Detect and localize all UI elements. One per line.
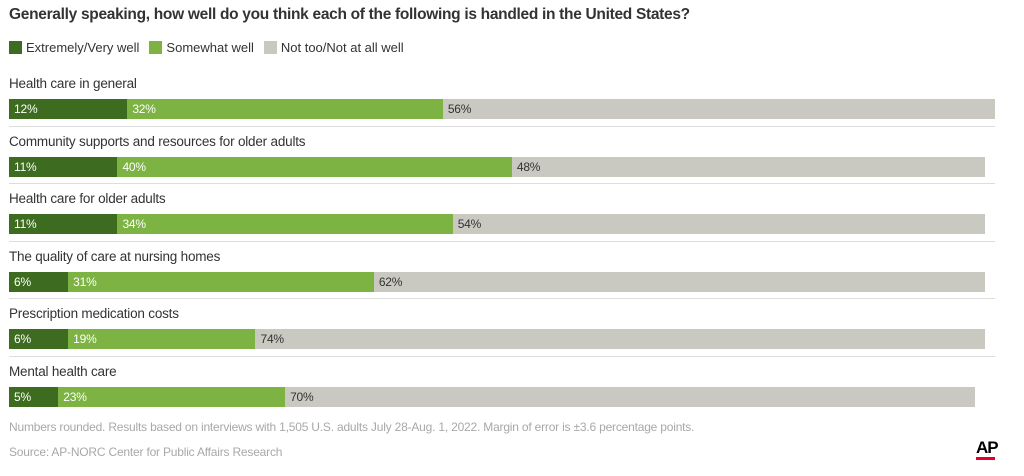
bar-segment: 5% [9, 386, 59, 407]
legend-item: Somewhat well [149, 39, 254, 55]
chart-row: Health care for older adults 11% 34% 54% [9, 183, 995, 240]
stacked-bar: 6% 31% 62% [9, 271, 986, 292]
ap-logo-text: AP [976, 438, 999, 457]
row-divider [9, 355, 995, 357]
bar-segment: 19% [68, 329, 256, 349]
data-label: 62% [378, 274, 403, 289]
row-divider [9, 298, 995, 299]
bar-segment: 32% [127, 99, 443, 119]
bar-segment: 6% [9, 329, 69, 349]
data-label: 23% [63, 389, 87, 404]
row-divider [9, 240, 995, 242]
chart-row: Mental health care 5% 23% 70% [9, 355, 995, 413]
bar-segment: 40% [117, 156, 512, 177]
data-label: 48% [516, 159, 541, 174]
ap-logo-underline [976, 457, 995, 460]
legend: Extremely/Very well Somewhat well Not too/… [9, 39, 414, 55]
chart-row: Prescription medication costs 6% 19% 74% [9, 298, 995, 355]
category-label: The quality of care at nursing homes [9, 248, 221, 264]
data-label: 6% [14, 332, 31, 346]
legend-swatch [9, 40, 22, 54]
category-label: Community supports and resources for old… [9, 133, 306, 149]
legend-item: Extremely/Very well [9, 40, 139, 55]
row-divider [9, 125, 995, 127]
footnote: Numbers rounded. Results based on interv… [9, 420, 695, 434]
bar-segment: 6% [9, 271, 69, 292]
bar-segment: 23% [58, 386, 286, 407]
bar-segment: 56% [442, 99, 995, 119]
category-label: Health care in general [9, 76, 137, 91]
bar-segment: 48% [511, 156, 986, 177]
category-label: Health care for older adults [9, 191, 166, 206]
data-label: 19% [73, 332, 97, 346]
bar-segment: 62% [373, 271, 986, 292]
stacked-bar: 5% 23% 70% [9, 386, 976, 407]
legend-label: Not too/Not at all well [280, 39, 404, 55]
chart-row: Health care in general 12% 32% 56% [9, 68, 995, 125]
stacked-bar: 11% 40% 48% [9, 156, 986, 177]
stacked-bar: 6% 19% 74% [9, 329, 986, 349]
data-label: 32% [132, 102, 156, 116]
category-label: Prescription medication costs [9, 306, 179, 321]
data-label: 11% [14, 159, 37, 174]
chart-row: The quality of care at nursing homes 6% 31… [9, 240, 995, 298]
data-label: 40% [122, 159, 146, 174]
legend-item: Not too/Not at all well [263, 39, 404, 55]
data-label: 56% [447, 102, 472, 116]
legend-label: Extremely/Very well [26, 39, 140, 55]
bar-segment: 11% [9, 156, 118, 177]
bar-segment: 12% [9, 99, 128, 119]
legend-swatch [149, 40, 163, 54]
legend-label: Somewhat well [166, 39, 254, 55]
legend-swatch [263, 40, 277, 54]
data-label: 70% [290, 389, 314, 404]
data-label: 31% [73, 274, 97, 289]
chart-title: Generally speaking, how well do you thin… [9, 6, 690, 23]
row-divider [9, 183, 995, 184]
data-label: 11% [14, 217, 37, 231]
source-note: Source: AP-NORC Center for Public Affair… [9, 445, 283, 459]
stacked-bar: 11% 34% 54% [9, 214, 986, 234]
data-label: 34% [122, 217, 146, 231]
bar-segment: 74% [255, 329, 986, 349]
data-label: 5% [14, 389, 31, 404]
data-label: 6% [14, 274, 31, 289]
bar-segment: 31% [68, 271, 374, 292]
chart-row: Community supports and resources for old… [9, 125, 995, 183]
bar-segment: 70% [285, 386, 976, 407]
data-label: 12% [14, 102, 38, 116]
data-label: 74% [260, 332, 284, 346]
ap-logo: AP [976, 438, 999, 462]
bar-segment: 54% [452, 214, 986, 234]
bar-segment: 34% [117, 214, 453, 234]
category-label: Mental health care [9, 363, 117, 379]
bar-segment: 11% [9, 214, 118, 234]
stacked-bar: 12% 32% 56% [9, 99, 995, 119]
data-label: 54% [457, 217, 482, 231]
